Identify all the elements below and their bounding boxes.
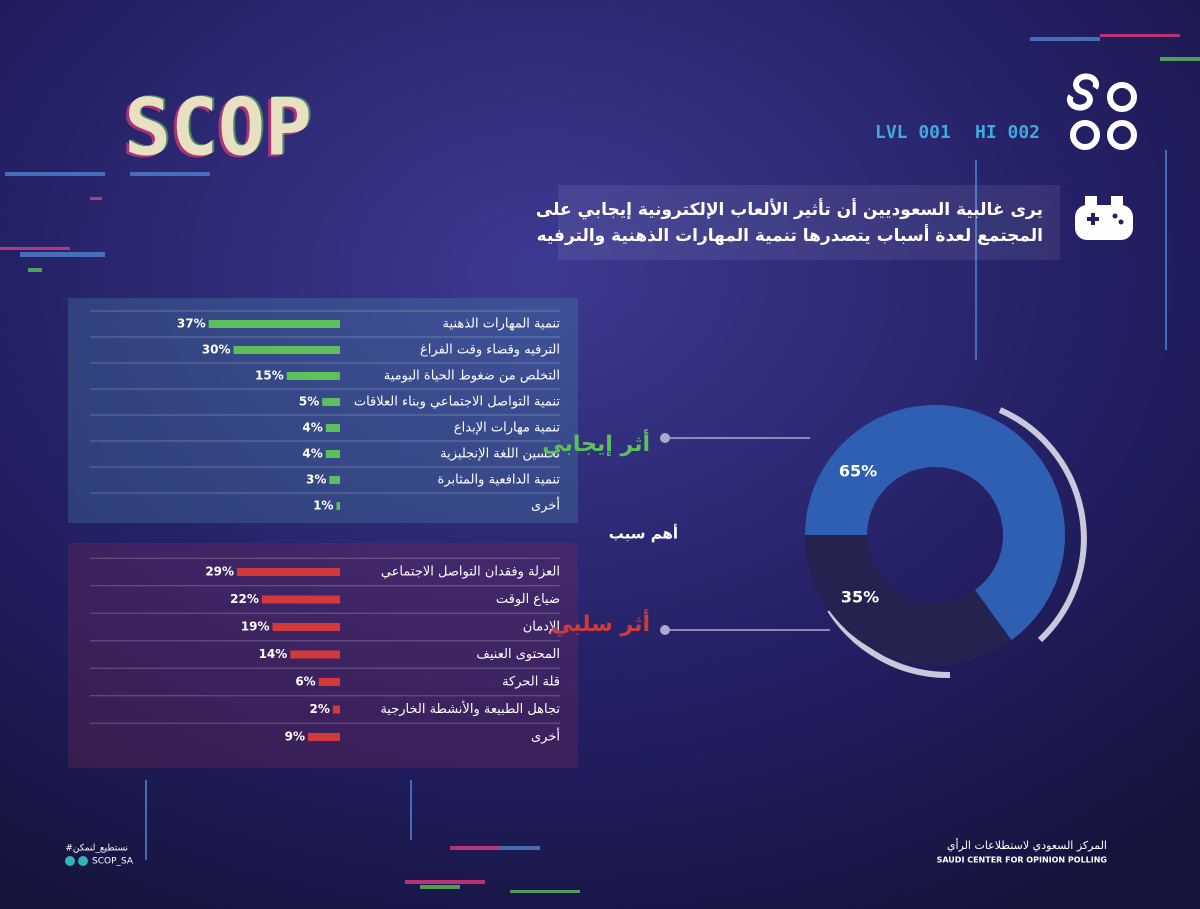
category-label: تنمية المهارات الذهنية (443, 317, 561, 332)
category-label: المحتوى العنيف (476, 647, 560, 662)
logo-shadow: SCOP (126, 82, 314, 172)
high-score: HI 002 (975, 122, 1040, 143)
donut-slice (805, 405, 1065, 641)
org-english: SAUDI CENTER FOR OPINION POLLING (937, 856, 1107, 865)
social-icon (78, 856, 88, 866)
bar (290, 650, 340, 659)
category-label: تنمية مهارات الإبداع (454, 421, 560, 436)
social-icon (65, 856, 75, 866)
bar (261, 595, 340, 604)
bar (208, 320, 340, 328)
category-label: تنمية التواصل الاجتماعي وبناء العلاقات (354, 395, 561, 410)
bar (322, 398, 340, 406)
connector-dot (660, 433, 670, 443)
category-label: ضياع الوقت (496, 592, 560, 607)
category-label: الترفيه وقضاء وقت الفراغ (420, 343, 560, 358)
controller-icon (1075, 196, 1133, 240)
org-arabic: المركز السعودي لاستطلاعات الرأي (947, 838, 1107, 852)
donut-decoration (827, 407, 1087, 679)
category-label: تحسين اللغة الإنجليزية (440, 447, 560, 462)
bar (332, 705, 340, 714)
value-label: 4% (302, 447, 322, 461)
value-label: 30% (202, 343, 231, 357)
positive-panel (68, 298, 578, 523)
value-label: 4% (302, 421, 322, 435)
center-label: أهم سبب (609, 524, 678, 543)
bar (308, 733, 340, 741)
category-label: قلة الحركة (502, 675, 560, 690)
value-label: 6% (295, 675, 315, 689)
bar (336, 502, 340, 510)
brand-logo (1066, 73, 1137, 150)
level: LVL 001 (875, 122, 951, 143)
bar (318, 678, 340, 686)
bar (272, 623, 340, 631)
category-label: التخلص من ضغوط الحياة اليومية (384, 369, 560, 384)
bar (233, 346, 340, 354)
slice-label: 35% (841, 588, 879, 607)
title-line: يرى غالبية السعوديين أن تأثير الألعاب ال… (536, 198, 1043, 220)
value-label: 37% (177, 317, 206, 331)
value-label: 2% (310, 702, 330, 716)
category-label: تنمية الدافعية والمثابرة (438, 473, 561, 488)
slice-category: أثر سلبي (551, 608, 650, 637)
bar (237, 568, 340, 576)
category-label: أخرى (531, 728, 560, 745)
value-label: 14% (259, 647, 288, 661)
value-label: 9% (285, 730, 305, 744)
value-label: 1% (313, 499, 333, 513)
value-label: 15% (255, 369, 284, 383)
category-label: العزلة وفقدان التواصل الاجتماعي (381, 565, 560, 580)
bar (325, 424, 340, 432)
title-box (558, 185, 1060, 260)
donut-slice (805, 535, 1012, 665)
bar (286, 372, 340, 380)
value-label: 5% (299, 395, 319, 409)
bar (329, 476, 340, 484)
value-label: 29% (205, 565, 234, 579)
hashtag: #نستطيع_لنمكن (65, 844, 128, 854)
value-label: 22% (230, 592, 259, 606)
logo: SCOP (124, 83, 312, 173)
category-label: أخرى (531, 497, 560, 514)
category-label: الإدمان (523, 620, 560, 635)
category-label: تجاهل الطبيعة والأنشطة الخارجية (380, 700, 560, 717)
charts: 37% تنمية المهارات الذهنية 30% الترفيه وقضا… (90, 310, 1065, 745)
value-label: 19% (241, 620, 270, 634)
logo-shadow: SCOP (121, 85, 309, 175)
decoration (0, 34, 1200, 893)
slice-label: 65% (839, 462, 877, 481)
bar (325, 450, 340, 458)
slice-category: أثر إيجابي (542, 428, 650, 457)
title-line: المجتمع لعدة أسباب يتصدرها تنمية المهارا… (537, 224, 1043, 246)
value-label: 3% (306, 473, 326, 487)
connector-dot (660, 625, 670, 635)
handle: SCOP_SA (92, 857, 134, 867)
